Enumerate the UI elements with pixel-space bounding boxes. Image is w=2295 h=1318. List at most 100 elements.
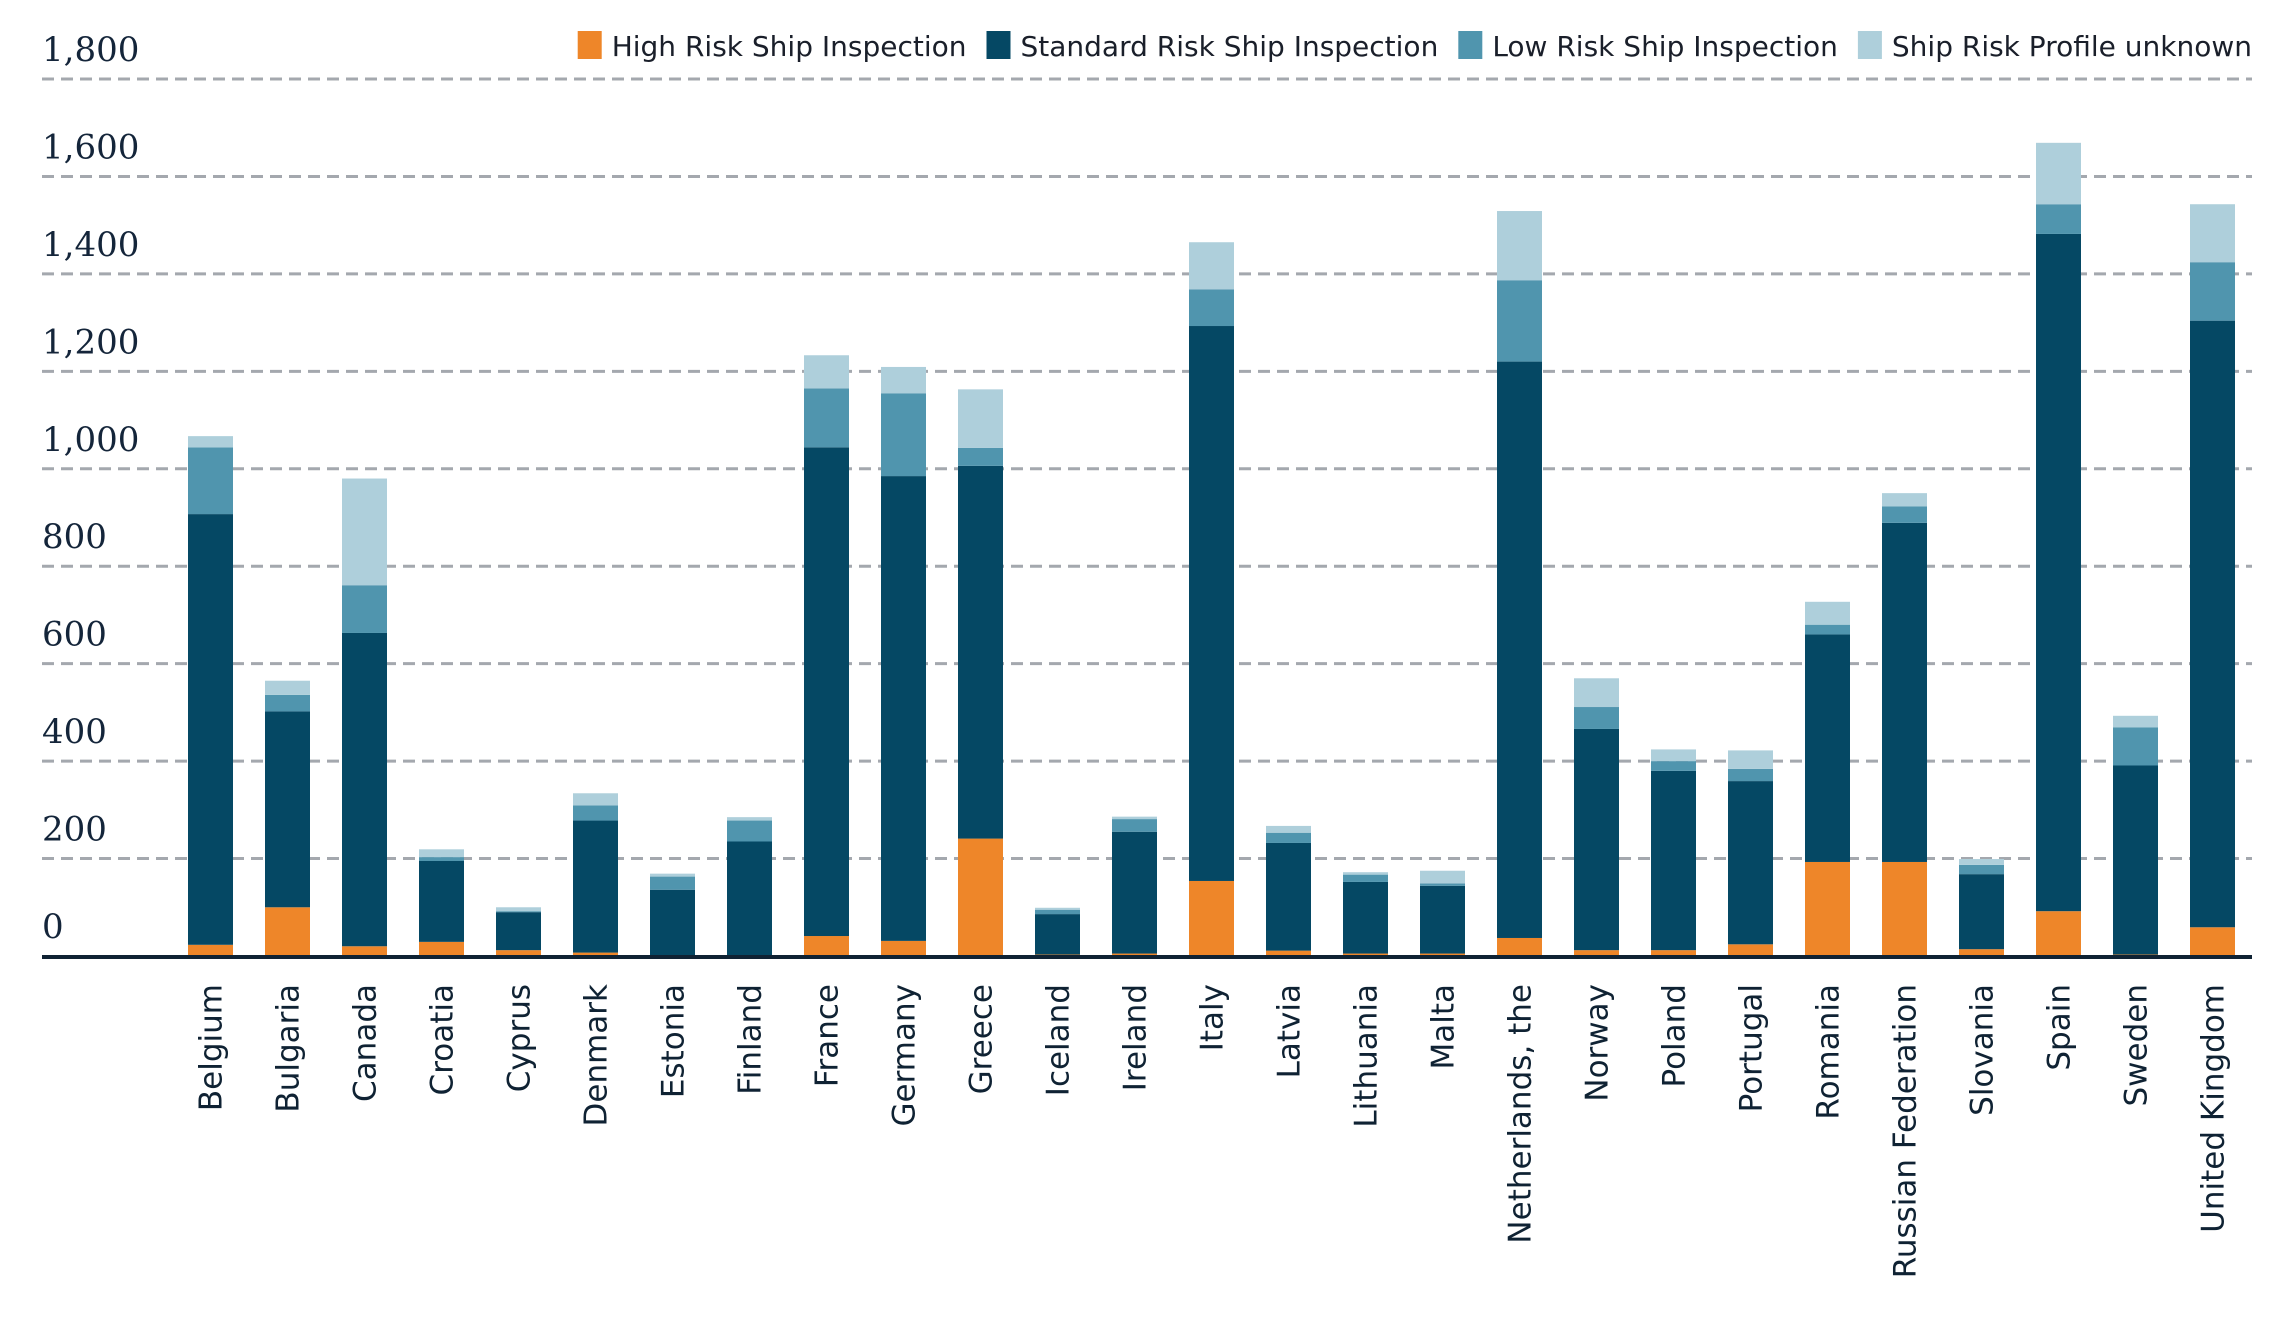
bar-segment-standard-risk-ship-inspection bbox=[1189, 326, 1234, 881]
bar-segment-ship-risk-profile-unknown bbox=[1343, 872, 1388, 875]
bar-segment-high-risk-ship-inspection bbox=[1805, 861, 1850, 956]
bar-segment-standard-risk-ship-inspection bbox=[1497, 361, 1542, 938]
x-axis-labels: Belgium Bulgaria Canada Croatia Cyprus Denmar… bbox=[194, 984, 2232, 1278]
bar-segment-ship-risk-profile-unknown bbox=[2113, 715, 2158, 728]
bar-segment-low-risk-ship-inspection bbox=[1189, 289, 1234, 327]
x-tick-label: Belgium bbox=[194, 984, 230, 1111]
bar-stack bbox=[1420, 870, 1465, 956]
y-tick-label: 1,000 bbox=[42, 420, 139, 460]
y-tick-label: 1,200 bbox=[42, 322, 139, 362]
bar-segment-high-risk-ship-inspection bbox=[496, 950, 541, 956]
bar-segment-standard-risk-ship-inspection bbox=[419, 860, 464, 942]
bar-segment-high-risk-ship-inspection bbox=[342, 946, 387, 956]
legend-swatch bbox=[577, 31, 602, 59]
bar-segment-standard-risk-ship-inspection bbox=[881, 476, 926, 941]
bar-segment-standard-risk-ship-inspection bbox=[1882, 522, 1927, 862]
bar-segment-ship-risk-profile-unknown bbox=[1651, 749, 1696, 762]
x-tick-label: Poland bbox=[1657, 984, 1693, 1088]
x-tick-label: Lithuania bbox=[1349, 984, 1385, 1128]
y-axis-ticks: 0 200 400 600 800 1,000 1,200 1,400 1,600 1,800 bbox=[42, 30, 139, 947]
bar-segment-ship-risk-profile-unknown bbox=[419, 849, 464, 858]
bar-segment-low-risk-ship-inspection bbox=[2036, 204, 2081, 234]
bar-stack bbox=[1805, 601, 1850, 956]
bar-segment-ship-risk-profile-unknown bbox=[1497, 211, 1542, 281]
bar-stack bbox=[2036, 142, 2081, 956]
bar-segment-ship-risk-profile-unknown bbox=[958, 389, 1003, 448]
bar-segment-low-risk-ship-inspection bbox=[265, 694, 310, 712]
bar-segment-low-risk-ship-inspection bbox=[1266, 832, 1311, 843]
x-tick-label: Ireland bbox=[1118, 984, 1154, 1091]
bar-segment-low-risk-ship-inspection bbox=[1112, 819, 1157, 832]
bar-segment-standard-risk-ship-inspection bbox=[2036, 233, 2081, 912]
bar-segment-high-risk-ship-inspection bbox=[1728, 944, 1773, 956]
x-tick-label: Estonia bbox=[656, 984, 692, 1098]
bar-stack bbox=[1497, 211, 1542, 956]
x-tick-label: Latvia bbox=[1272, 984, 1308, 1078]
bar-stack bbox=[1266, 825, 1311, 956]
bar-segment-ship-risk-profile-unknown bbox=[1266, 825, 1311, 833]
bar-segment-ship-risk-profile-unknown bbox=[1728, 750, 1773, 769]
bar-segment-high-risk-ship-inspection bbox=[1420, 953, 1465, 956]
bar-stack bbox=[419, 849, 464, 956]
x-tick-label: Finland bbox=[733, 984, 769, 1095]
bar-segment-ship-risk-profile-unknown bbox=[265, 680, 310, 695]
x-tick-label: Croatia bbox=[425, 984, 461, 1095]
x-tick-label: Germany bbox=[887, 984, 923, 1126]
legend-item: Standard Risk Ship Inspection bbox=[986, 30, 1438, 63]
bar-segment-ship-risk-profile-unknown bbox=[2036, 142, 2081, 205]
bar-segment-standard-risk-ship-inspection bbox=[188, 514, 233, 945]
x-tick-label: Italy bbox=[1195, 984, 1231, 1051]
bar-segment-high-risk-ship-inspection bbox=[265, 907, 310, 956]
bar-segment-high-risk-ship-inspection bbox=[804, 936, 849, 956]
bar-segment-low-risk-ship-inspection bbox=[804, 388, 849, 448]
legend-label: Low Risk Ship Inspection bbox=[1492, 30, 1838, 63]
bar-segment-low-risk-ship-inspection bbox=[496, 911, 541, 913]
x-tick-label: Norway bbox=[1580, 984, 1616, 1102]
x-tick-label: Cyprus bbox=[502, 984, 538, 1092]
bar-segment-standard-risk-ship-inspection bbox=[958, 465, 1003, 839]
bar-segment-standard-risk-ship-inspection bbox=[1112, 831, 1157, 954]
legend-swatch bbox=[1458, 31, 1483, 59]
x-tick-label: Denmark bbox=[579, 984, 615, 1127]
bar-segment-ship-risk-profile-unknown bbox=[573, 793, 618, 806]
legend-item: High Risk Ship Inspection bbox=[577, 30, 967, 63]
bar-stack bbox=[1959, 859, 2004, 956]
bar-segment-high-risk-ship-inspection bbox=[419, 941, 464, 956]
bar-segment-ship-risk-profile-unknown bbox=[727, 817, 772, 821]
bar-segment-high-risk-ship-inspection bbox=[1266, 950, 1311, 956]
bar-segment-low-risk-ship-inspection bbox=[1651, 761, 1696, 771]
bar-segment-high-risk-ship-inspection bbox=[573, 952, 618, 956]
bar-segment-low-risk-ship-inspection bbox=[2190, 262, 2235, 321]
bar-segment-high-risk-ship-inspection bbox=[1574, 950, 1619, 956]
bar-segment-low-risk-ship-inspection bbox=[419, 857, 464, 861]
bar-segment-high-risk-ship-inspection bbox=[881, 940, 926, 956]
bar-segment-ship-risk-profile-unknown bbox=[496, 907, 541, 912]
bar-segment-standard-risk-ship-inspection bbox=[1343, 881, 1388, 954]
bar-segment-low-risk-ship-inspection bbox=[1959, 864, 2004, 875]
bar-segment-standard-risk-ship-inspection bbox=[2190, 320, 2235, 928]
bar-stack bbox=[804, 355, 849, 956]
bar-segment-low-risk-ship-inspection bbox=[958, 447, 1003, 466]
bar-stack bbox=[496, 907, 541, 956]
legend: High Risk Ship Inspection Standard Risk S… bbox=[577, 30, 2252, 63]
bar-stack bbox=[727, 817, 772, 956]
legend-item: Low Risk Ship Inspection bbox=[1458, 30, 1838, 63]
bar-segment-high-risk-ship-inspection bbox=[1497, 937, 1542, 956]
bar-stack bbox=[265, 680, 310, 956]
bar-segment-low-risk-ship-inspection bbox=[2113, 727, 2158, 766]
y-tick-label: 1,400 bbox=[42, 225, 139, 265]
bar-stack bbox=[1728, 750, 1773, 956]
bar-segment-standard-risk-ship-inspection bbox=[2113, 765, 2158, 955]
bar-stack bbox=[958, 389, 1003, 956]
bar-stack bbox=[1882, 493, 1927, 956]
bar-segment-high-risk-ship-inspection bbox=[1882, 861, 1927, 956]
bar-segment-ship-risk-profile-unknown bbox=[1035, 907, 1080, 910]
y-tick-label: 0 bbox=[42, 907, 64, 947]
bar-segment-high-risk-ship-inspection bbox=[188, 944, 233, 956]
bar-segment-standard-risk-ship-inspection bbox=[496, 912, 541, 951]
bar-stack bbox=[573, 793, 618, 956]
bar-stack bbox=[1112, 816, 1157, 956]
bar-segment-standard-risk-ship-inspection bbox=[265, 711, 310, 908]
bar-segment-low-risk-ship-inspection bbox=[1882, 506, 1927, 523]
